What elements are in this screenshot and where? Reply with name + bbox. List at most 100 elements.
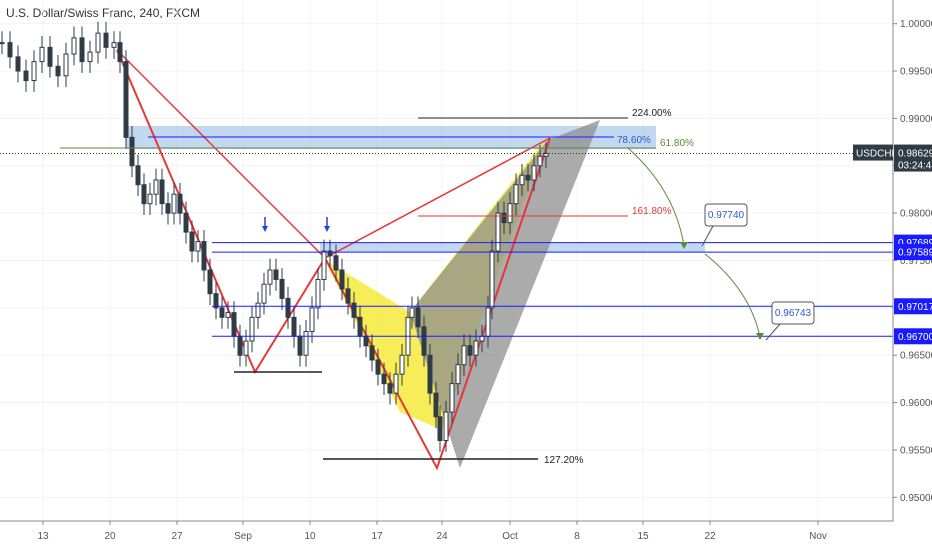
candle-body <box>285 297 291 318</box>
candle-body <box>357 316 363 337</box>
x-tick-label: 22 <box>704 531 716 542</box>
candle-body <box>381 373 387 385</box>
candle-body <box>267 269 273 285</box>
level-badge <box>894 298 932 315</box>
candle-body <box>189 231 195 252</box>
candle-body <box>111 42 117 48</box>
candle-body <box>501 212 507 224</box>
level-badge-label: 0.97689 <box>898 238 932 249</box>
pattern-bd-line <box>324 137 551 259</box>
candle-body <box>117 42 123 63</box>
callout-pointer <box>701 225 714 247</box>
level-badge-label: 0.97017 <box>898 302 932 313</box>
candle-body <box>387 383 393 394</box>
candle-body <box>23 70 29 82</box>
x-tick-label: Sep <box>234 531 252 542</box>
x-tick-label: 13 <box>37 531 49 542</box>
candle-body <box>195 241 201 252</box>
candle-body <box>485 307 491 337</box>
x-tick-label: 17 <box>371 531 383 542</box>
candle-body <box>495 212 501 252</box>
candle-body <box>537 155 543 167</box>
candle-body <box>141 184 147 205</box>
fib-127-label: 127.20% <box>544 455 584 466</box>
fib-618-label: 61.80% <box>660 138 694 149</box>
projection-arrow-1-icon <box>680 242 688 249</box>
callout-box <box>771 301 815 325</box>
candle-body <box>243 340 249 356</box>
candle-body <box>339 269 345 290</box>
x-tick-label: 8 <box>574 531 580 542</box>
candle-body <box>123 61 129 138</box>
candle-body <box>87 51 93 63</box>
x-tick-label: 27 <box>171 531 183 542</box>
candle-body <box>147 193 153 205</box>
candle-body <box>237 335 243 356</box>
fib-786-label: 78.60% <box>617 135 651 146</box>
candle-body <box>437 416 443 441</box>
candle-body <box>369 345 375 361</box>
projection-curve-1 <box>627 147 685 247</box>
candle-body <box>449 383 455 413</box>
candle-body <box>479 335 485 342</box>
chart-title-text: U.S. Dollar/Swiss Franc, 240, FXCM <box>6 6 201 20</box>
candle-body <box>525 174 531 181</box>
candle-body <box>345 288 351 304</box>
candle-body <box>467 345 473 356</box>
symbol-badge-label: USDCHF <box>856 149 898 160</box>
candle-body <box>165 203 171 214</box>
pattern-xb-line <box>116 49 326 259</box>
candle-body <box>393 373 399 394</box>
candle-body <box>255 302 261 318</box>
candlestick-series <box>0 21 549 452</box>
y-tick-label: 0.95000 <box>900 493 932 504</box>
candle-body <box>297 335 303 356</box>
candle-body <box>201 241 207 271</box>
candle-body <box>421 326 427 356</box>
candle-body <box>47 46 53 67</box>
candle-body <box>489 250 495 309</box>
candle-body <box>473 340 479 356</box>
fib-161-label: 161.80% <box>632 206 672 217</box>
harmonic-pattern <box>116 49 600 471</box>
candle-body <box>409 307 415 318</box>
candle-body <box>171 193 177 214</box>
candle-body <box>7 42 13 58</box>
candle-body <box>261 283 267 304</box>
candle-body <box>455 364 461 385</box>
x-tick-label: 20 <box>104 531 116 542</box>
candle-body <box>273 269 279 280</box>
candle-body <box>351 302 357 318</box>
callout-label: 0.96743 <box>775 308 812 319</box>
x-tick-label: 10 <box>304 531 316 542</box>
candle-body <box>321 250 327 280</box>
level-badge-label: 0.96700 <box>898 332 932 343</box>
callout-label: 0.97740 <box>708 210 745 221</box>
candle-body <box>333 255 339 271</box>
callout-pointer <box>765 323 781 341</box>
down-arrow-head-icon <box>324 226 330 232</box>
candle-body <box>327 250 333 257</box>
candle-body <box>0 42 5 45</box>
callout-box <box>704 203 748 227</box>
chart-title: U.S. Dollar/Swiss Franc, 240, FXCM <box>6 6 200 20</box>
candle-body <box>153 179 159 195</box>
candle-body <box>231 312 237 337</box>
candle-body <box>415 307 421 328</box>
symbol-badge <box>853 144 893 161</box>
down-arrow-head-icon <box>262 226 268 232</box>
candle-body <box>129 136 135 167</box>
level-badge-label: 0.97589 <box>898 248 932 259</box>
candle-body <box>103 32 109 48</box>
price-badge <box>894 144 932 172</box>
fib-224-label: 224.00% <box>632 108 672 119</box>
candle-body <box>219 307 225 318</box>
